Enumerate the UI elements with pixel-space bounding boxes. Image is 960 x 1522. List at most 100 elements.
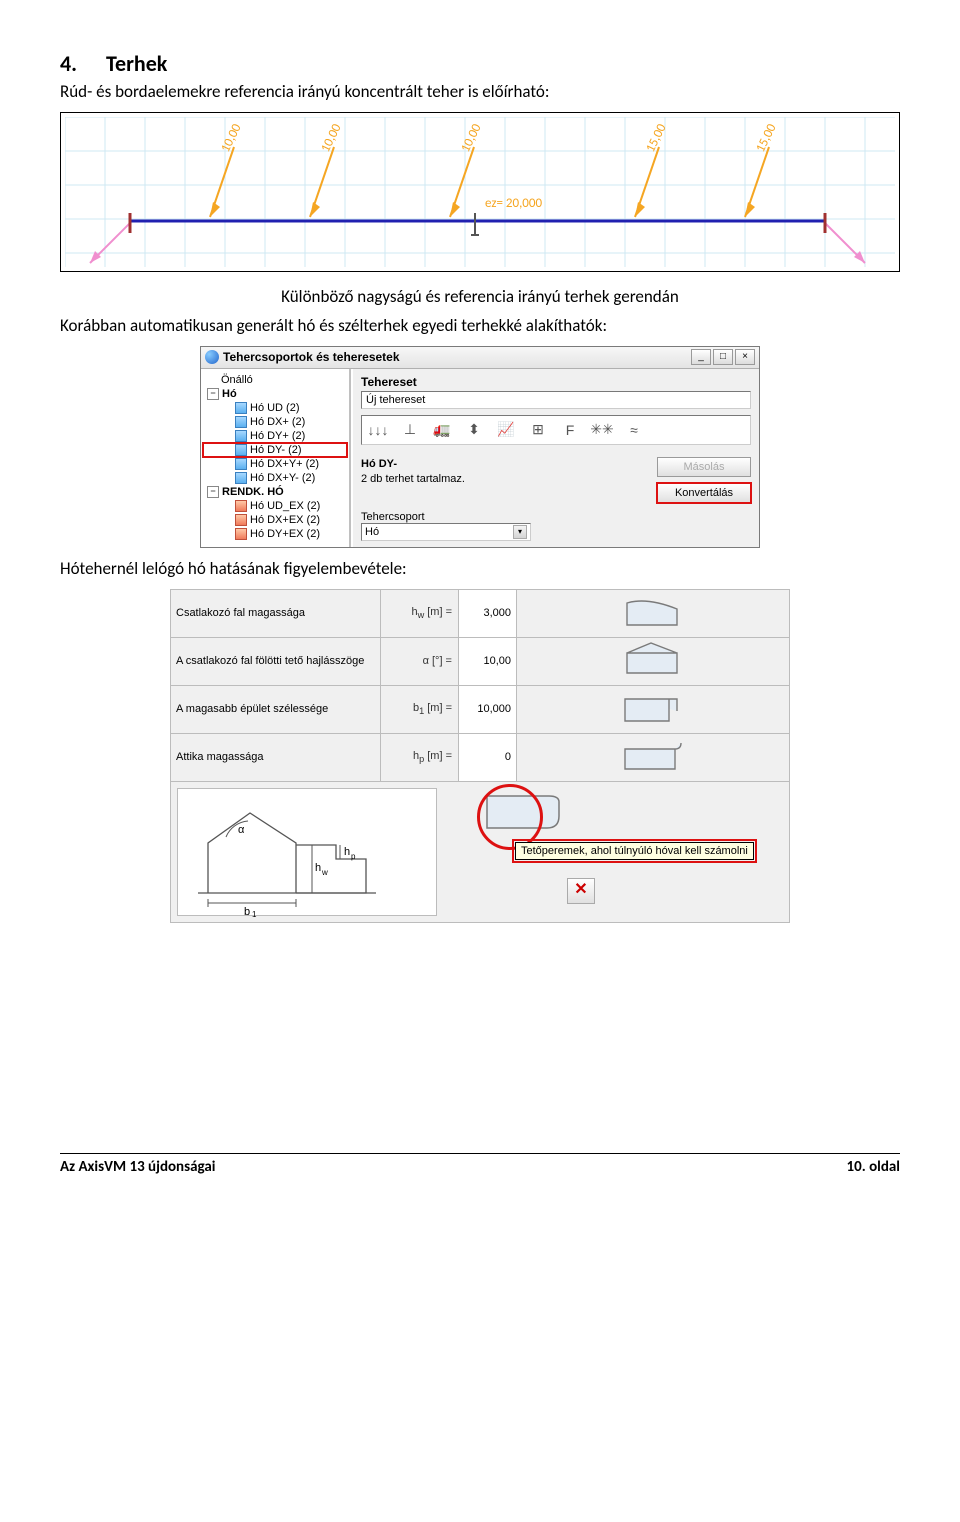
- case-info: 2 db terhet tartalmaz.: [361, 472, 465, 487]
- dialog1-right-pane: Tehereset Új tehereset ↓↓↓⊥🚛⬍📈⊞F✳✳≈ Hó D…: [351, 369, 759, 547]
- load-type-icon[interactable]: 🚛: [429, 419, 455, 441]
- tree-item[interactable]: Hó UD (2): [203, 401, 347, 415]
- load-type-icon[interactable]: ⊥: [397, 419, 423, 441]
- load-type-icon[interactable]: ↓↓↓: [365, 419, 391, 441]
- collapse-icon[interactable]: −: [207, 388, 219, 400]
- close-button[interactable]: ×: [735, 349, 755, 365]
- collapse-icon[interactable]: −: [207, 486, 219, 498]
- param-value-input[interactable]: 3,000: [459, 589, 517, 637]
- tree-item[interactable]: Önálló: [203, 373, 347, 387]
- param-shape-icon[interactable]: [517, 733, 790, 781]
- param-symbol: α [°] =: [381, 637, 459, 685]
- footer-right: 10. oldal: [847, 1158, 901, 1176]
- tree-item-label: Hó UD_EX (2): [250, 500, 320, 512]
- tree-item[interactable]: Hó DY+ (2): [203, 429, 347, 443]
- tree-item-label: RENDK. HÓ: [222, 486, 284, 498]
- svg-text:h: h: [315, 862, 321, 874]
- footer-left: Az AxisVM 13 újdonságai: [60, 1158, 215, 1176]
- tree-item[interactable]: Hó UD_EX (2): [203, 499, 347, 513]
- case-info-block: Hó DY- 2 db terhet tartalmaz.: [361, 457, 465, 488]
- load-type-toolbar: ↓↓↓ ⊥ 🚛 ⬍ 📈 ⊞ F ✳✳ ≈: [361, 415, 751, 445]
- tree-item[interactable]: Hó DX+ (2): [203, 415, 347, 429]
- tree-item[interactable]: Hó DX+Y+ (2): [203, 457, 347, 471]
- new-case-field[interactable]: Új tehereset: [361, 391, 751, 409]
- tree-item-label: Hó: [222, 388, 237, 400]
- param-value-input[interactable]: 10,00: [459, 637, 517, 685]
- page-footer: Az AxisVM 13 újdonságai 10. oldal: [60, 1153, 900, 1176]
- svg-text:10,00: 10,00: [458, 121, 485, 155]
- loadcases-dialog: Tehercsoportok és teheresetek _ □ × Önál…: [200, 346, 760, 548]
- param-symbol: hp [m] =: [381, 733, 459, 781]
- param-value-input[interactable]: 10,000: [459, 685, 517, 733]
- svg-text:α: α: [238, 824, 245, 836]
- load-type-icon[interactable]: ≈: [621, 419, 647, 441]
- maximize-button[interactable]: □: [713, 349, 733, 365]
- load-type-icon[interactable]: ✳✳: [589, 419, 615, 441]
- section-heading: 4. Terhek: [60, 50, 900, 77]
- loadcase-tree[interactable]: Önálló−HóHó UD (2)Hó DX+ (2)Hó DY+ (2)Hó…: [201, 369, 351, 547]
- param-row: A magasabb épület szélességeb1 [m] =10,0…: [171, 685, 790, 733]
- load-icon: [235, 528, 247, 540]
- svg-text:10,00: 10,00: [218, 121, 245, 155]
- param-shape-icon[interactable]: [517, 637, 790, 685]
- app-icon: [205, 350, 219, 364]
- param-value-input[interactable]: 0: [459, 733, 517, 781]
- heading-title: Terhek: [106, 50, 167, 77]
- tree-item[interactable]: −RENDK. HÓ: [203, 485, 347, 499]
- tree-item[interactable]: −Hó: [203, 387, 347, 401]
- convert-text: Korábban automatikusan generált hó és sz…: [60, 315, 900, 338]
- tree-item-label: Hó UD (2): [250, 402, 300, 414]
- group-dropdown-value: Hó: [365, 526, 379, 538]
- load-icon: [235, 416, 247, 428]
- tree-item[interactable]: Hó DY+EX (2): [203, 527, 347, 541]
- param-row: A csatlakozó fal fölötti tető hajlásszög…: [171, 637, 790, 685]
- param-label: A csatlakozó fal fölötti tető hajlásszög…: [171, 637, 381, 685]
- heading-number: 4.: [60, 50, 77, 77]
- svg-text:15,00: 15,00: [753, 121, 780, 155]
- param-label: Csatlakozó fal magassága: [171, 589, 381, 637]
- svg-text:h: h: [344, 846, 350, 858]
- snow-params-table: Csatlakozó fal magasságahw [m] =3,000A c…: [170, 589, 790, 782]
- dialog1-titlebar: Tehercsoportok és teheresetek _ □ ×: [201, 347, 759, 369]
- load-icon: [235, 472, 247, 484]
- param-label: A magasabb épület szélessége: [171, 685, 381, 733]
- group-dropdown[interactable]: Hó ▾: [361, 523, 531, 541]
- load-icon: [235, 402, 247, 414]
- chevron-down-icon: ▾: [513, 525, 527, 539]
- param-label: Attika magassága: [171, 733, 381, 781]
- tooltip: Tetőperemek, ahol túlnyúló hóval kell sz…: [515, 842, 754, 860]
- minimize-button[interactable]: _: [691, 349, 711, 365]
- intro-text: Rúd- és bordaelemekre referencia irányú …: [60, 81, 900, 104]
- tree-item-label: Hó DX+ (2): [250, 416, 305, 428]
- dialog1-title: Tehercsoportok és teheresetek: [223, 350, 689, 364]
- tree-item[interactable]: Hó DX+Y- (2): [203, 471, 347, 485]
- load-icon: [235, 514, 247, 526]
- tree-item-label: Hó DY+ (2): [250, 430, 305, 442]
- load-type-icon[interactable]: ⊞: [525, 419, 551, 441]
- convert-button[interactable]: Konvertálás: [657, 483, 751, 503]
- param-row: Csatlakozó fal magasságahw [m] =3,000: [171, 589, 790, 637]
- load-type-icon[interactable]: ⬍: [461, 419, 487, 441]
- svg-text:p: p: [351, 852, 356, 861]
- tree-item-label: Hó DX+Y- (2): [250, 472, 315, 484]
- svg-text:10,00: 10,00: [318, 121, 345, 155]
- tree-item[interactable]: Hó DY- (2): [203, 443, 347, 457]
- tree-item-label: Hó DX+EX (2): [250, 514, 320, 526]
- param-symbol: hw [m] =: [381, 589, 459, 637]
- load-type-icon[interactable]: 📈: [493, 419, 519, 441]
- tree-item-label: Önálló: [221, 374, 253, 386]
- param-shape-icon[interactable]: [517, 685, 790, 733]
- svg-text:15,00: 15,00: [643, 121, 670, 155]
- svg-text:w: w: [321, 868, 328, 877]
- copy-button[interactable]: Másolás: [657, 457, 751, 477]
- beam-diagram: 10,0010,0010,0015,0015,00ez= 20,000: [65, 117, 895, 267]
- load-icon: [235, 458, 247, 470]
- param-shape-icon[interactable]: [517, 589, 790, 637]
- tree-item[interactable]: Hó DX+EX (2): [203, 513, 347, 527]
- snow-params-panel: Csatlakozó fal magasságahw [m] =3,000A c…: [170, 589, 790, 923]
- param-symbol: b1 [m] =: [381, 685, 459, 733]
- load-type-icon[interactable]: F: [557, 419, 583, 441]
- group-label: Tehercsoport: [361, 511, 751, 523]
- case-name: Hó DY-: [361, 457, 465, 472]
- cancel-button[interactable]: ✕: [567, 878, 595, 904]
